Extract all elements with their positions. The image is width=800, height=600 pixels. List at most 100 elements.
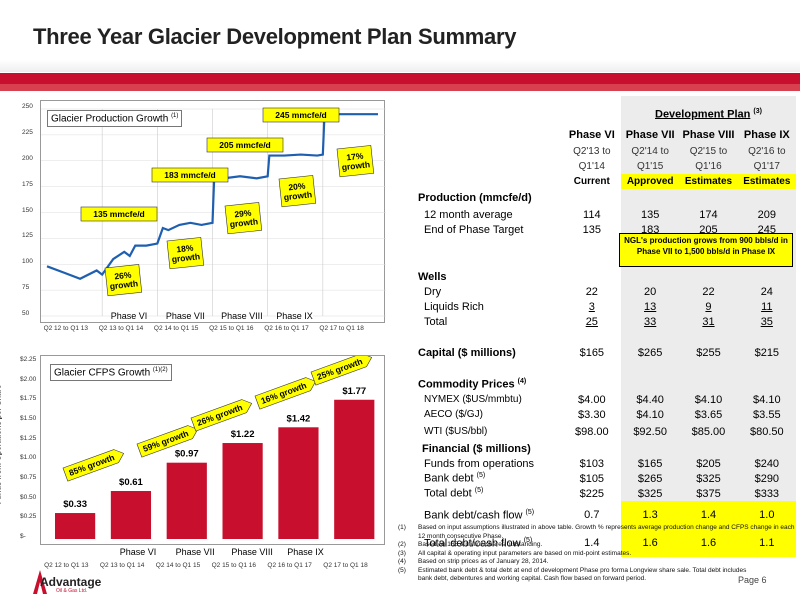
cfps-ytick-label: $2.00 [20,375,37,383]
total-wells-label: Total [424,315,448,328]
production-label-135: 135 mmcfe/d [80,206,158,222]
bank-debt-value: $290 [737,471,796,486]
total-debt-value: $375 [679,486,738,501]
cfps-xtick-label: Q2 17 to Q1 18 [323,562,368,569]
cfps-bar-value-label: $1.42 [287,413,311,424]
twelve-month-value: 209 [737,207,796,222]
commodity-label: Commodity Prices (4) [396,377,563,392]
total-cf-value: 1.1 [737,529,796,557]
ffo-value: $103 [579,457,605,470]
production-ytick-label: 125 [22,232,33,240]
aeco-value: $3.65 [679,407,738,422]
cfps-chart-svg: $0.33 $0.61 $0.97 $1.22 $1.42 $1.77 85% growth… [55,353,375,539]
cfps-bar-value-label: $1.77 [342,386,366,397]
cfps-ytick-label: $- [20,533,26,540]
liquids-value: 9 [679,299,738,314]
cfps-bar [110,491,152,539]
production-chart-title-text: Glacier Production Growth [51,113,169,125]
footnotes: (1) Based on input assumptions illustrate… [398,524,798,584]
production-xtick-label: Q2 12 to Q1 13 [43,325,89,332]
production-ytick-label: 50 [22,310,30,317]
cfps-xtick-label: Q2 16 to Q1 17 [267,562,312,569]
liquids-value: 3 [588,300,595,313]
end-target-value: 135 [582,223,601,236]
footnote-text: Based on input assumptions illustrated i… [418,524,795,540]
nymex-label: NYMEX ($US/mmbtu) [424,394,522,405]
bank-cf-label-text: Bank debt/cash flow [424,509,523,522]
ffo-label: Funds from operations [424,457,535,470]
wti-value: $98.00 [574,425,609,438]
total-cf-value: 1.6 [620,529,680,557]
total-debt-value: $225 [579,487,605,500]
cfps-growth-arrow: 26% growth [190,399,253,432]
nymex-value: $4.10 [679,392,738,407]
ffo-value: $240 [737,456,796,471]
production-growth-29-text: growth [229,216,258,229]
production-phase-label: Phase VIII [221,311,263,321]
cfps-growth-arrow: 16% growth [254,377,317,410]
cfps-growth-arrow-shape [136,425,199,458]
cfps-bar-value-label: $0.33 [63,499,87,510]
plan-header-note: (3) [753,107,762,115]
production-ytick-label: 250 [22,103,33,110]
production-growth-29: 29%growth [224,202,263,235]
total-cf-value: 1.6 [679,529,738,557]
production-growth-26-text: growth [109,278,138,291]
capital-value: $215 [737,344,796,362]
production-label-183: 183 mmcfe/d [151,167,229,183]
production-growth-29-text: 29% [234,208,252,220]
plan-header: Development Plan (3) [620,96,796,126]
bank-debt-value: $325 [679,471,738,486]
total-wells-value: 25 [585,315,598,328]
advantage-logo-icon [33,570,47,594]
production-growth-20-box [278,175,317,208]
production-phase-label: Phase VI [110,311,148,321]
bank-debt-value: $105 [579,472,605,485]
cfps-ytick-label: $0.50 [20,493,37,501]
cfps-ytick-label: $1.00 [20,454,37,462]
dry-value: 20 [620,284,680,299]
total-cf-note: (5) [523,536,533,544]
dry-label: Dry [424,285,442,298]
production-growth-17-box [336,145,375,178]
aeco-value: $4.10 [620,407,680,422]
total-debt-label-text: Total debt [424,487,472,500]
cfps-bar [222,443,263,539]
period-start: Q2'16 to [737,144,796,159]
bank-debt-label: Bank debt (5) [396,471,563,486]
twelve-month-value: 114 [583,208,601,221]
wti-value: $85.00 [679,422,738,441]
total-cf-value: 1.4 [584,537,600,549]
liquids-value: 11 [737,299,796,314]
footnote-number: (3) [398,549,406,557]
liquids-value: 13 [620,299,680,314]
production-growth-26-box [104,264,143,297]
cfps-phase-label: Phase VII [175,547,215,557]
commodity-label-text: Commodity Prices [418,378,515,391]
title-shadow [0,60,800,72]
production-xtick-label: Q2 16 to Q1 17 [264,325,309,332]
cfps-phase-label: Phase VIII [231,547,273,557]
dry-value: 22 [585,285,598,298]
cfps-phase-label: Phase VI [119,547,157,557]
production-label-205: 205 mmcfe/d [206,137,284,153]
cfps-xtick-label: Q2 15 to Q1 16 [211,562,257,569]
footnote: (2) Based on 168.4 million shares outstan… [398,541,798,550]
production-growth-18-box [166,237,205,270]
bank-cf-value: 1.4 [679,501,738,529]
cfps-growth-arrow-shape [254,377,317,410]
total-debt-note: (5) [474,487,484,495]
production-growth-18: 18%growth [166,237,205,270]
footnote-text: Estimated bank debt & total debt at end … [418,566,747,583]
total-debt-value: $325 [620,486,680,501]
production-xtick-label: Q2 15 to Q1 16 [209,325,254,332]
capital-label: Capital ($ millions) [418,347,516,359]
cfps-ytick-label: $2.25 [20,356,37,363]
cfps-ytick-label: $1.50 [20,415,37,422]
bank-cf-note: (5) [525,508,535,516]
production-ytick-label: 200 [22,154,33,162]
total-debt-value: $333 [737,486,796,501]
production-label-245-text: 245 mmcfe/d [275,110,327,120]
phase-header: Phase VIII [679,126,738,144]
cfps-ytick-label: $1.75 [20,395,37,403]
